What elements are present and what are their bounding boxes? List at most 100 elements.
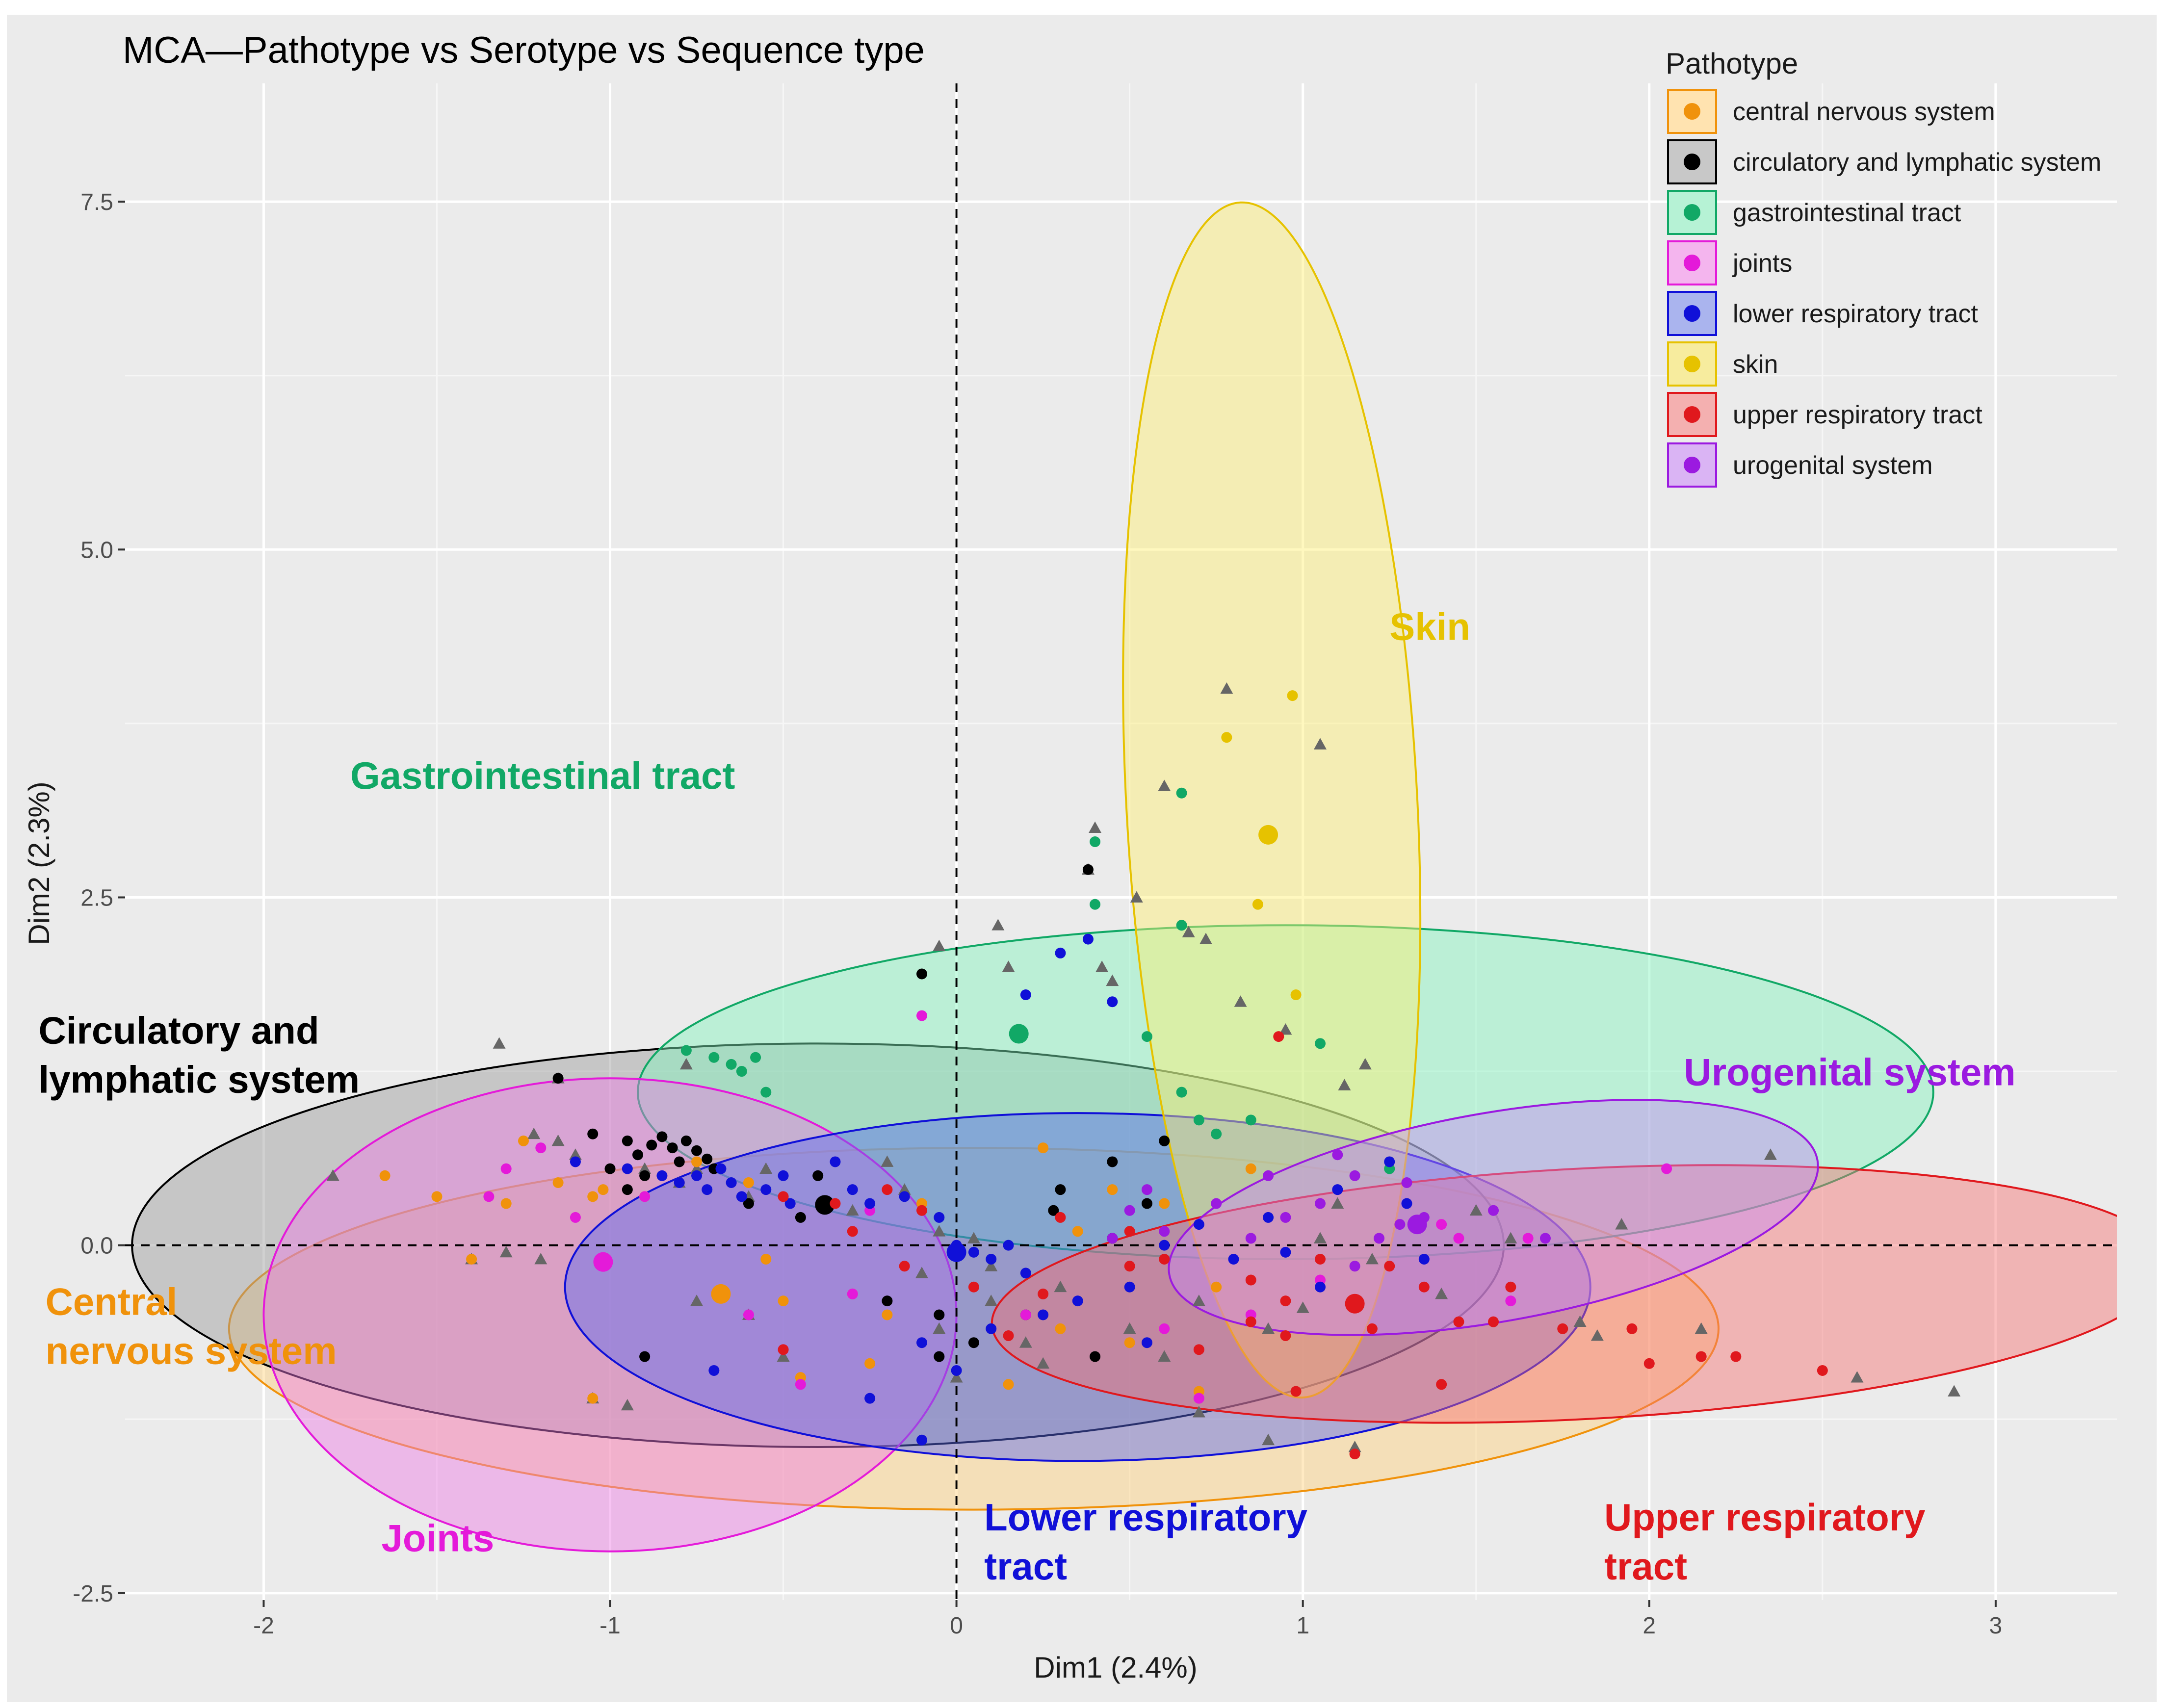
centroid-central-nervous-system: [711, 1284, 731, 1304]
point-gastrointestinal-tract: [1176, 1087, 1187, 1098]
point-lower-respiratory-tract: [656, 1170, 668, 1181]
axes: -2 -1 0 1 2 3 -2.5 0.0 2.5 5.0 7.5: [73, 189, 2002, 1639]
point-lower-respiratory-tract: [1003, 1240, 1014, 1251]
point-lower-respiratory-tract: [1384, 1156, 1395, 1167]
point-joints: [1522, 1233, 1534, 1244]
triangle-point: [933, 1322, 946, 1334]
point-lower-respiratory-tract: [1401, 1198, 1412, 1209]
legend-label-upper-respiratory-tract: upper respiratory tract: [1733, 401, 1982, 429]
triangle-point: [1296, 1301, 1309, 1313]
x-tick-label: 0: [950, 1613, 963, 1639]
y-tick-label: 5.0: [80, 537, 113, 563]
point-urogenital-system: [1394, 1219, 1406, 1230]
point-lower-respiratory-tract: [622, 1163, 633, 1174]
ellipse-annotations: Skin Gastrointestinal tract Circulatory an…: [38, 605, 2015, 1588]
triangle-point: [1279, 1023, 1292, 1035]
triangle-point: [1358, 1058, 1372, 1070]
triangle-point: [638, 1162, 652, 1174]
triangle-point: [1192, 1406, 1205, 1418]
triangle-point: [1435, 1287, 1448, 1299]
triangle-point: [1948, 1385, 1961, 1397]
point-upper-respiratory-tract: [1273, 1031, 1284, 1042]
point-central-nervous-system: [466, 1254, 477, 1265]
point-upper-respiratory-tract: [916, 1205, 927, 1216]
point-gastrointestinal-tract: [726, 1059, 737, 1070]
x-tick-label: 3: [1989, 1613, 2003, 1639]
ellipse-skin: [1122, 201, 1422, 1399]
triangle-point: [527, 1127, 541, 1139]
point-circulatory-and-lymphatic-system: [968, 1337, 979, 1348]
point-circulatory-and-lymphatic-system: [1082, 864, 1094, 875]
point-central-nervous-system: [552, 1177, 564, 1188]
legend-title: Pathotype: [1666, 47, 1798, 80]
point-lower-respiratory-tract: [864, 1393, 876, 1404]
triangle-point: [1182, 926, 1195, 937]
triangle-point: [1615, 1218, 1628, 1230]
annotation-line: Central: [46, 1280, 178, 1323]
centroid-circulatory-and-lymphatic-system: [815, 1195, 835, 1215]
point-lower-respiratory-tract: [691, 1170, 703, 1181]
triangle-point: [1469, 1204, 1483, 1216]
point-upper-respiratory-tract: [1488, 1316, 1499, 1327]
point-urogenital-system: [1332, 1149, 1343, 1161]
centroid-skin: [1258, 825, 1278, 845]
x-tick-label: 2: [1643, 1613, 1656, 1639]
annotation-line: Joints: [382, 1517, 495, 1560]
point-lower-respiratory-tract: [1159, 1240, 1170, 1251]
point-circulatory-and-lymphatic-system: [1107, 1156, 1118, 1167]
point-lower-respiratory-tract: [916, 1337, 927, 1348]
annotation-urogenital-system: Urogenital system: [1684, 1050, 2015, 1093]
point-joints: [795, 1379, 806, 1390]
triangle-point: [1262, 1322, 1275, 1334]
triangle-point: [534, 1253, 548, 1265]
triangle-point: [1192, 1294, 1205, 1306]
point-joints: [500, 1163, 512, 1174]
point-urogenital-system: [1349, 1170, 1360, 1181]
point-gastrointestinal-tract: [1211, 1128, 1222, 1139]
triangle-point: [1504, 1232, 1517, 1243]
point-upper-respiratory-tract: [1124, 1226, 1135, 1237]
triangle-point: [933, 1225, 946, 1237]
point-lower-respiratory-tract: [715, 1163, 727, 1174]
point-circulatory-and-lymphatic-system: [882, 1295, 893, 1307]
reference-lines: [125, 83, 2117, 1600]
point-upper-respiratory-tract: [1817, 1365, 1828, 1376]
annotation-line: Circulatory and: [38, 1009, 319, 1052]
point-gastrointestinal-tract: [680, 1045, 692, 1056]
triangle-point: [326, 1169, 339, 1181]
point-lower-respiratory-tract: [916, 1434, 927, 1446]
legend-label-central-nervous-system: central nervous system: [1733, 98, 1995, 126]
point-urogenital-system: [1349, 1261, 1360, 1272]
triangle-point: [690, 1294, 704, 1306]
annotation-skin: Skin: [1389, 605, 1470, 648]
point-upper-respiratory-tract: [1159, 1254, 1170, 1265]
point-joints: [1159, 1323, 1170, 1334]
point-lower-respiratory-tract: [702, 1184, 713, 1195]
point-lower-respiratory-tract: [1124, 1281, 1135, 1293]
point-joints: [1020, 1309, 1031, 1320]
point-upper-respiratory-tract: [1280, 1295, 1291, 1307]
point-upper-respiratory-tract: [1349, 1449, 1360, 1460]
x-tick-label: -1: [600, 1613, 621, 1639]
annotation-line: tract: [1604, 1545, 1687, 1588]
point-circulatory-and-lymphatic-system: [812, 1170, 824, 1181]
point-lower-respiratory-tract: [899, 1191, 910, 1202]
point-circulatory-and-lymphatic-system: [587, 1128, 599, 1139]
y-tick-label: -2.5: [73, 1581, 113, 1607]
point-upper-respiratory-tract: [1055, 1212, 1066, 1223]
point-urogenital-system: [1141, 1184, 1152, 1195]
point-urogenital-system: [1159, 1226, 1170, 1237]
triangle-point: [621, 1398, 634, 1411]
legend-key-central-nervous-system: [1667, 89, 1717, 134]
point-urogenital-system: [1539, 1233, 1551, 1244]
point-upper-respiratory-tract: [1418, 1281, 1430, 1293]
centroid-joints: [593, 1252, 613, 1272]
point-lower-respiratory-tract: [1072, 1295, 1083, 1307]
point-central-nervous-system: [864, 1358, 876, 1369]
point-circulatory-and-lymphatic-system: [674, 1156, 685, 1167]
point-lower-respiratory-tract: [778, 1170, 789, 1181]
point-urogenital-system: [1245, 1233, 1256, 1244]
point-joints: [1193, 1393, 1204, 1404]
confidence-ellipses: [131, 201, 2117, 1553]
point-circulatory-and-lymphatic-system: [622, 1135, 633, 1146]
